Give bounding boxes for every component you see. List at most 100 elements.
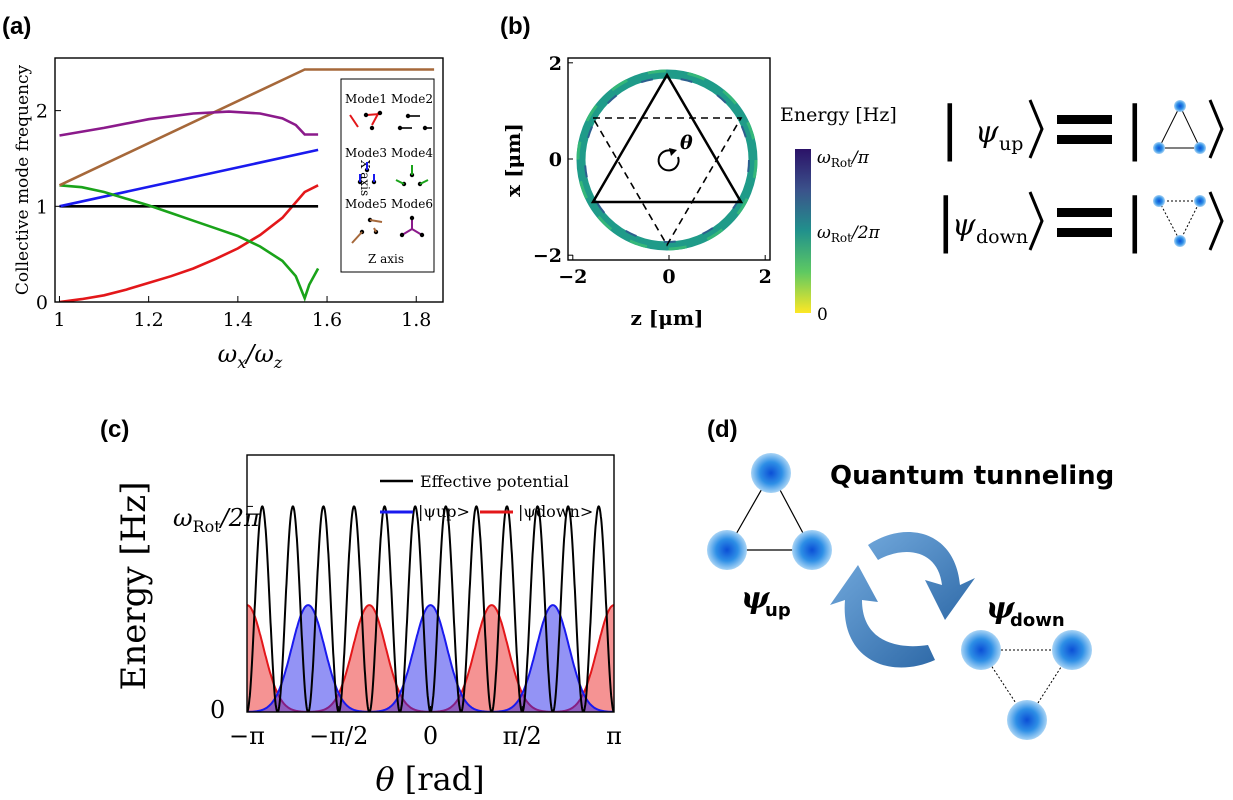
state-psi-up: | ψ up | bbox=[940, 94, 1224, 162]
panel-a-series bbox=[58, 68, 435, 302]
area-psi-up bbox=[247, 605, 614, 712]
inset-mode5-glyph bbox=[351, 217, 383, 244]
legend-potential-label: Effective potential bbox=[420, 472, 569, 491]
psi-down-label-sub: down bbox=[1010, 610, 1065, 631]
x-tick-label: 2 bbox=[759, 266, 772, 288]
y-tick-label: 1 bbox=[36, 196, 48, 218]
series-mode4 bbox=[59, 184, 320, 302]
y-tick-label: 0 bbox=[549, 149, 562, 171]
inset-mode6-glyph bbox=[399, 215, 425, 238]
ket-angle-2 bbox=[1208, 191, 1224, 251]
panel-b-ring-plot: θ bbox=[576, 69, 758, 251]
series-mode6 bbox=[59, 110, 319, 137]
equals-bottom bbox=[1057, 135, 1112, 144]
panel-b-ticks: −2 0 2 2 0 −2 bbox=[533, 53, 772, 288]
ion-icon bbox=[792, 530, 832, 570]
inset-mode2-glyph bbox=[397, 113, 432, 131]
panel-a-inset: Mode1 Mode2 Mode3 Mode4 Mode5 Mode6 Z ax… bbox=[340, 78, 435, 273]
series-mode1 bbox=[59, 184, 319, 302]
panel-c-ticks: −π −π/2 0 π/2 π bbox=[229, 505, 622, 750]
inset-mode1: Mode1 bbox=[345, 92, 387, 106]
series-mode5 bbox=[58, 68, 435, 187]
panel-b-xlabel: z [μm] bbox=[630, 306, 703, 330]
panel-a-frame bbox=[54, 57, 444, 303]
panel-b-frame bbox=[567, 57, 771, 261]
psi-down-symbol: ψ bbox=[952, 208, 976, 243]
ket-bar-left: | bbox=[940, 94, 960, 162]
inset-frame bbox=[340, 78, 435, 273]
ket-bar-left-2: | bbox=[1125, 94, 1145, 162]
series-mode3 bbox=[59, 148, 319, 208]
x-tick-label: 1.6 bbox=[312, 309, 342, 331]
ion-icon bbox=[961, 630, 1001, 670]
tunneling-title: Quantum tunneling bbox=[830, 461, 1114, 491]
arrow-counterclockwise-icon bbox=[830, 565, 935, 668]
ion-icon bbox=[1174, 235, 1186, 247]
panel-label-c: (c) bbox=[100, 416, 129, 443]
triangle-up bbox=[590, 72, 744, 204]
panel-a-xlabel: ωx/ωz bbox=[218, 340, 283, 372]
y-tick-label: 0 bbox=[36, 292, 48, 314]
energy-ring bbox=[576, 69, 758, 251]
psi-up-subscript: up bbox=[999, 133, 1023, 155]
x-tick-label: π bbox=[606, 722, 622, 750]
panel-c-xlabel: θ [rad] bbox=[375, 760, 484, 798]
panel-a-ylabel: Collective mode frequency bbox=[13, 65, 33, 296]
inset-mode6: Mode6 bbox=[391, 197, 433, 211]
panel-d-illustration: Quantum tunneling ψ up ψ down bbox=[707, 453, 1114, 740]
rotation-arrowhead bbox=[669, 148, 677, 156]
legend-up-label: |ψup> bbox=[418, 502, 470, 521]
line-psi-up bbox=[247, 604, 614, 712]
panel-c-chart: −π −π/2 0 π/2 π 0 ωRot/2π Energy [Hz] θ [rad… bbox=[114, 454, 622, 798]
x-tick-label: −2 bbox=[558, 266, 587, 288]
psi-up-symbol: ψ bbox=[975, 115, 999, 150]
ion-icon bbox=[1194, 142, 1206, 154]
y-tick-label: −2 bbox=[533, 245, 562, 267]
x-tick-label: 1.8 bbox=[401, 309, 431, 331]
energy-ring-inner bbox=[584, 77, 750, 243]
triangle-down bbox=[591, 117, 743, 247]
equals-top bbox=[1057, 115, 1112, 124]
inset-mode3: Mode3 bbox=[345, 146, 387, 160]
tunneling-arrows bbox=[830, 532, 975, 668]
equals-bottom bbox=[1057, 228, 1112, 237]
inset-mode2: Mode2 bbox=[391, 92, 433, 106]
panel-b-chart: θ −2 0 2 2 0 −2 z [μm] x [μm] Energy [Hz] ωRo… bbox=[501, 53, 897, 330]
panel-c-ylabel: Energy [Hz] bbox=[114, 482, 154, 691]
colorbar-tick-bottom: 0 bbox=[817, 305, 828, 325]
psi-up-label: ψ bbox=[741, 581, 771, 616]
x-tick-label: −π/2 bbox=[309, 722, 368, 750]
x-tick-label: 1.2 bbox=[134, 309, 164, 331]
arrow-clockwise-icon bbox=[868, 532, 975, 620]
x-tick-label: 0 bbox=[423, 722, 438, 750]
colorbar-title: Energy [Hz] bbox=[780, 104, 897, 126]
panel-c-ytick-0: 0 bbox=[210, 696, 225, 724]
colorbar-tick-top: ωRot/π bbox=[817, 148, 870, 170]
ion-icon bbox=[1007, 700, 1047, 740]
x-tick-label: −π bbox=[229, 722, 265, 750]
legend-down-label: |ψdown> bbox=[518, 502, 593, 521]
inset-mode3-glyph bbox=[357, 162, 377, 185]
panel-c-ytick-top: ωRot/2π bbox=[173, 504, 261, 536]
x-tick-label: 1.4 bbox=[223, 309, 253, 331]
ket-triangle-up bbox=[1158, 104, 1201, 149]
ket-bar-left-2: | bbox=[1125, 186, 1145, 254]
ket-angle bbox=[1028, 191, 1044, 251]
theta-label: θ bbox=[680, 132, 693, 154]
inset-mode4-glyph bbox=[395, 165, 429, 187]
psi-down-subscript: down bbox=[976, 226, 1028, 248]
psi-up-label-sub: up bbox=[765, 600, 791, 621]
ion-icon bbox=[707, 530, 747, 570]
y-tick-label: 2 bbox=[549, 53, 562, 75]
ion-icon bbox=[1194, 195, 1206, 207]
ket-angle bbox=[1028, 99, 1044, 159]
equals-top bbox=[1057, 208, 1112, 217]
x-tick-label: 1 bbox=[53, 309, 65, 331]
inset-mode4: Mode4 bbox=[391, 146, 433, 160]
psi-down-molecule bbox=[961, 630, 1092, 740]
ion-icon bbox=[1052, 630, 1092, 670]
panel-label-b: (b) bbox=[500, 13, 531, 40]
psi-down-label: ψ bbox=[986, 591, 1016, 626]
x-tick-label: 0 bbox=[662, 266, 675, 288]
